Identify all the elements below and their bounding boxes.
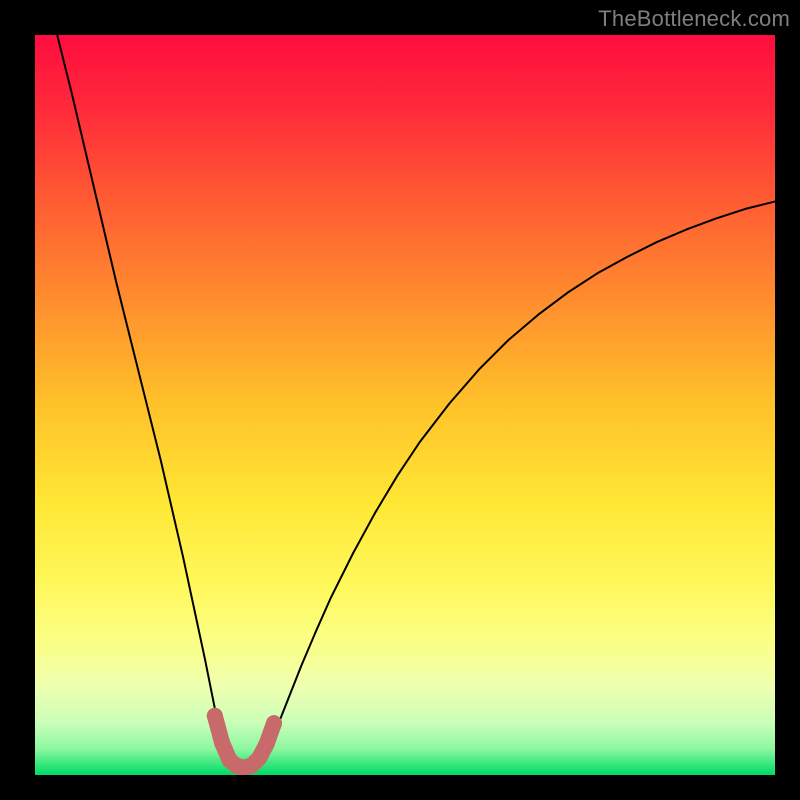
bottom-marker-dot bbox=[259, 736, 275, 752]
watermark: TheBottleneck.com bbox=[598, 6, 790, 32]
bottom-marker-dot bbox=[207, 708, 223, 724]
bottleneck-curve bbox=[57, 35, 775, 771]
bottom-marker-dot bbox=[266, 715, 282, 731]
bottom-marker-dot bbox=[214, 735, 230, 751]
plot-area bbox=[35, 35, 775, 775]
chart-svg bbox=[35, 35, 775, 775]
bottom-marker-group bbox=[207, 708, 282, 775]
bottom-marker-dot bbox=[251, 750, 267, 766]
